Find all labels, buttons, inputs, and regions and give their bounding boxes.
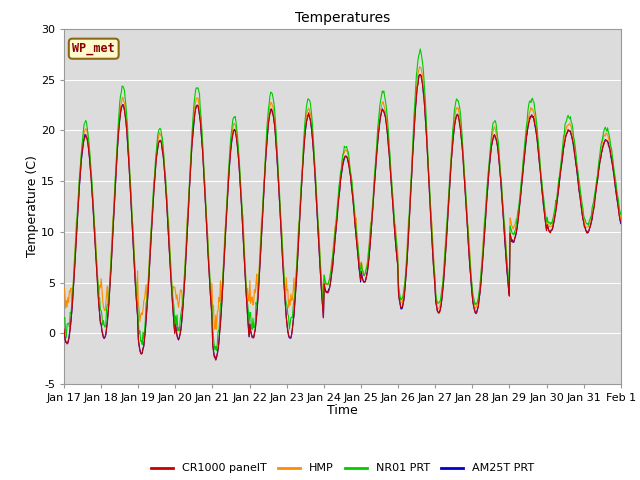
Text: WP_met: WP_met: [72, 42, 115, 55]
Y-axis label: Temperature (C): Temperature (C): [26, 156, 40, 257]
Title: Temperatures: Temperatures: [295, 11, 390, 25]
Legend: CR1000 panelT, HMP, NR01 PRT, AM25T PRT: CR1000 panelT, HMP, NR01 PRT, AM25T PRT: [146, 459, 539, 478]
X-axis label: Time: Time: [327, 405, 358, 418]
